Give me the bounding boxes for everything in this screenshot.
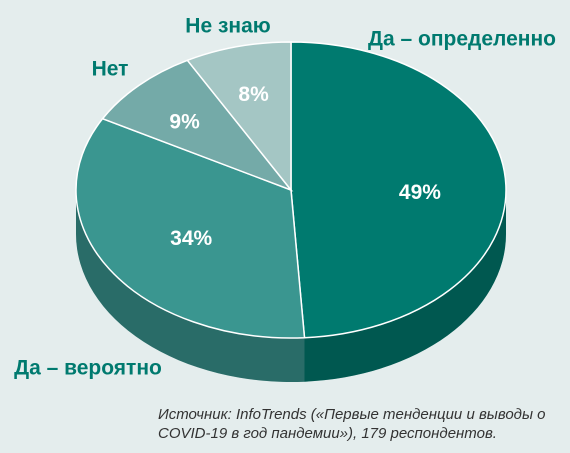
- value-label: 49%: [399, 181, 441, 204]
- slice-side: [76, 190, 305, 382]
- value-label: 34%: [170, 227, 212, 250]
- slice: [290, 41, 507, 339]
- slice-side-shade: [76, 190, 305, 382]
- category-label: Да – определенно: [368, 28, 556, 51]
- category-label: Да – вероятно: [14, 357, 162, 380]
- slice-side-shade: [304, 190, 506, 382]
- category-label: Нет: [92, 58, 129, 81]
- value-label: 8%: [238, 83, 269, 106]
- value-label: 9%: [169, 110, 200, 133]
- slice-side: [304, 190, 506, 382]
- source-note: Источник: InfoTrends («Первые тенденции …: [158, 406, 546, 442]
- slice: [101, 59, 294, 192]
- category-label: Не знаю: [185, 15, 270, 38]
- slice: [186, 41, 292, 193]
- chart: 49% Да – определенно 34% Да – вероятно 9% Нет…: [14, 15, 556, 382]
